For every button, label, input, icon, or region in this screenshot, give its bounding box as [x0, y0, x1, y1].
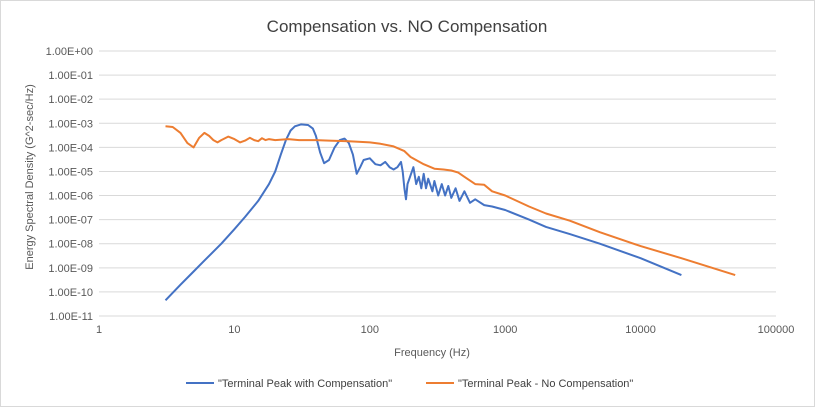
series-line-2: [165, 125, 736, 277]
legend-label-2: "Terminal Peak - No Compensation": [458, 378, 633, 390]
y-tick-label: 1.00E-08: [48, 239, 93, 251]
x-tick-label: 10: [228, 324, 240, 336]
y-tick-label: 1.00E-11: [49, 311, 93, 323]
gridlines: [99, 50, 776, 317]
y-tick-label: 1.00E-06: [48, 191, 93, 203]
x-tick-label: 1000: [493, 324, 517, 336]
y-tick-label: 1.00E-04: [48, 142, 93, 154]
legend-label-1: "Terminal Peak with Compensation": [218, 378, 392, 390]
y-tick-labels: 1.00E-11 1.00E-10 1.00E-09 1.00E-08 1.00E-07…: [46, 46, 93, 323]
x-tick-label: 1: [96, 324, 102, 336]
y-tick-label: 1.00E-03: [48, 118, 93, 130]
y-tick-label: 1.00E-01: [48, 70, 93, 82]
legend: "Terminal Peak with Compensation" "Termin…: [186, 378, 633, 390]
x-tick-label: 100000: [758, 324, 795, 336]
chart-title: Compensation vs. NO Compensation: [267, 17, 548, 36]
series-line-1: [164, 123, 682, 301]
x-tick-label: 10000: [625, 324, 656, 336]
x-axis-title: Frequency (Hz): [394, 347, 470, 359]
x-tick-labels: 1 10 100 1000 10000 100000: [96, 324, 794, 336]
y-tick-label: 1.00E-07: [48, 215, 93, 227]
series-lines: [164, 123, 736, 301]
y-axis-title: Energy Spectral Density (G^2-sec/Hz): [24, 84, 36, 270]
y-tick-label: 1.00E-09: [48, 263, 93, 275]
y-tick-label: 1.00E+00: [46, 46, 93, 58]
y-tick-label: 1.00E-10: [48, 287, 93, 299]
y-tick-label: 1.00E-02: [48, 94, 93, 106]
x-tick-label: 100: [361, 324, 379, 336]
y-tick-label: 1.00E-05: [48, 166, 93, 178]
